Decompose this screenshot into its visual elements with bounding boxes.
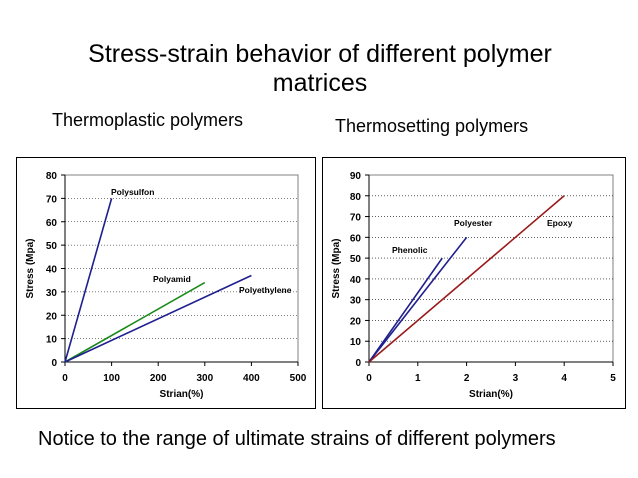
chart-panel-thermosetting: 0 10 20 30 40 50 60 70 80 90 0 1 2 3 4 5 Strian(%) Stress… <box>322 157 626 409</box>
x-axis-label: Strian(%) <box>160 389 204 400</box>
x-axis-label: Strian(%) <box>469 389 513 400</box>
y-tick-label: 30 <box>350 296 362 307</box>
x-tick-label: 100 <box>103 373 120 384</box>
x-tick-label: 2 <box>464 373 470 384</box>
series-label-polyamid: Polyamid <box>153 274 191 284</box>
series-line-polyester <box>368 236 468 363</box>
y-tick-label: 40 <box>46 265 58 276</box>
y-tick-label: 90 <box>350 171 362 182</box>
series-label-polysulfon: Polysulfon <box>111 187 154 197</box>
plot-area <box>368 174 614 363</box>
y-tick-label: 80 <box>46 171 58 182</box>
y-tick-label: 10 <box>350 337 362 348</box>
series-line-epoxy <box>368 195 565 363</box>
series-line-polysulfon <box>64 198 113 363</box>
y-axis-label: Stress (Mpa) <box>25 238 36 298</box>
subtitle-thermosetting: Thermosetting polymers <box>335 116 529 136</box>
y-tick-label: 70 <box>350 213 362 224</box>
y-tick-label: 10 <box>46 335 58 346</box>
series-line-polyethylene <box>64 274 252 363</box>
x-tick-label: 3 <box>513 373 519 384</box>
y-tick-label: 0 <box>51 358 57 369</box>
subtitle-thermoplastic: Thermoplastic polymers <box>52 110 244 130</box>
y-tick-label: 40 <box>350 275 362 286</box>
series-label-polyethylene: Polyethylene <box>239 285 292 295</box>
thermoplastic-chart: 0 10 20 30 40 50 60 70 80 0 100 200 300 400 500 Strian(… <box>25 171 307 400</box>
x-tick-label: 200 <box>150 373 167 384</box>
y-tick-label: 30 <box>46 288 58 299</box>
y-tick-label: 60 <box>350 233 362 244</box>
series-line-polyamid <box>64 281 206 363</box>
x-tick-label: 500 <box>290 373 307 384</box>
y-tick-label: 0 <box>355 358 361 369</box>
footnote: Notice to the range of ultimate strains … <box>38 428 556 450</box>
series-label-epoxy: Epoxy <box>547 218 573 228</box>
y-tick-label: 50 <box>350 254 362 265</box>
x-tick-label: 300 <box>196 373 213 384</box>
thermosetting-chart: 0 10 20 30 40 50 60 70 80 90 0 1 2 3 4 5 Strian(%) Stress… <box>331 171 616 400</box>
y-tick-label: 50 <box>46 241 58 252</box>
chart-panel-thermoplastic: 0 10 20 30 40 50 60 70 80 0 100 200 300 400 500 Strian(… <box>16 157 316 409</box>
y-tick-label: 70 <box>46 194 58 205</box>
series-label-phenolic: Phenolic <box>392 245 428 255</box>
y-tick-label: 60 <box>46 218 58 229</box>
x-tick-label: 1 <box>415 373 421 384</box>
series-label-polyester: Polyester <box>454 218 493 228</box>
x-tick-label: 5 <box>610 373 616 384</box>
x-tick-label: 400 <box>243 373 260 384</box>
y-tick-label: 20 <box>350 316 362 327</box>
y-tick-label: 20 <box>46 311 58 322</box>
y-axis-label: Stress (Mpa) <box>331 238 342 298</box>
y-tick-label: 80 <box>350 192 362 203</box>
plot-area <box>64 174 299 363</box>
page-title: Stress-strain behavior of different poly… <box>88 40 552 97</box>
series-line-phenolic <box>368 257 443 363</box>
x-tick-label: 4 <box>561 373 567 384</box>
x-tick-label: 0 <box>62 373 68 384</box>
x-tick-label: 0 <box>366 373 372 384</box>
